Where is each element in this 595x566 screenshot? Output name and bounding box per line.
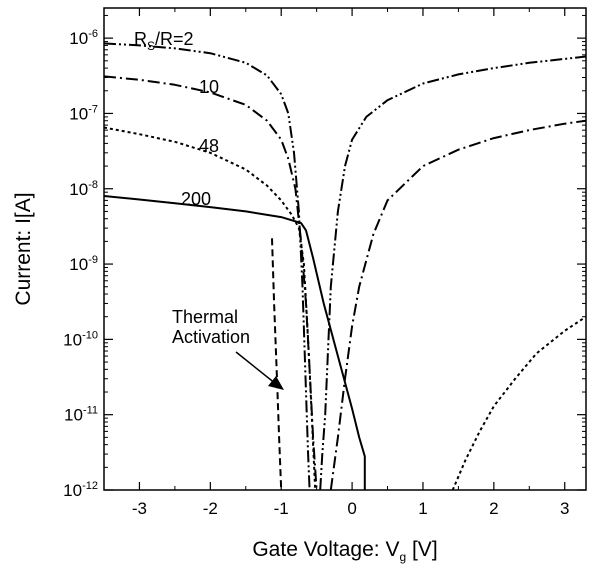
y-tick-label: 10-8	[69, 179, 98, 199]
y-tick-label: 10-7	[69, 103, 98, 123]
x-tick-label: -3	[132, 499, 147, 518]
thermal-arrowhead	[268, 376, 284, 390]
y-tick-label: 10-10	[63, 329, 98, 349]
annotation-200: 200	[181, 189, 211, 209]
x-axis-title: Gate Voltage: Vg [V]	[252, 538, 437, 564]
x-tick-label: 0	[347, 499, 356, 518]
annotation-10: 10	[199, 77, 219, 97]
y-tick-label: 10-6	[69, 28, 98, 48]
series-line-3	[103, 126, 587, 491]
tick-labels: -3 -2 -1 0 1 2 3 10-6 10-7 10-8 10-9 10-10 10-11 10-1…	[63, 28, 569, 518]
y-tick-label: 10-11	[64, 405, 98, 425]
x-tick-label: -1	[274, 499, 289, 518]
annotation-thermal-line2: Activation	[172, 327, 250, 347]
x-tick-label: -2	[203, 499, 218, 518]
x-tick-label: 2	[489, 499, 498, 518]
series-line-5	[271, 238, 283, 491]
series-line-4	[103, 195, 366, 490]
series	[103, 42, 587, 491]
annotation-rs-2: RS/R=2	[134, 29, 194, 53]
y-tick-label: 10-12	[63, 480, 98, 500]
thermal-arrow	[235, 351, 277, 385]
annotation-48: 48	[199, 136, 219, 156]
series-line-2	[103, 75, 587, 491]
plot-frame	[103, 7, 587, 491]
x-tick-label: 1	[418, 499, 427, 518]
series-line-1	[103, 42, 587, 491]
annotation-thermal-line1: Thermal	[172, 307, 238, 327]
x-tick-label: 3	[560, 499, 569, 518]
y-axis-title: Current: I[A]	[12, 192, 35, 305]
ticks	[103, 8, 586, 491]
y-tick-label: 10-9	[69, 254, 98, 274]
